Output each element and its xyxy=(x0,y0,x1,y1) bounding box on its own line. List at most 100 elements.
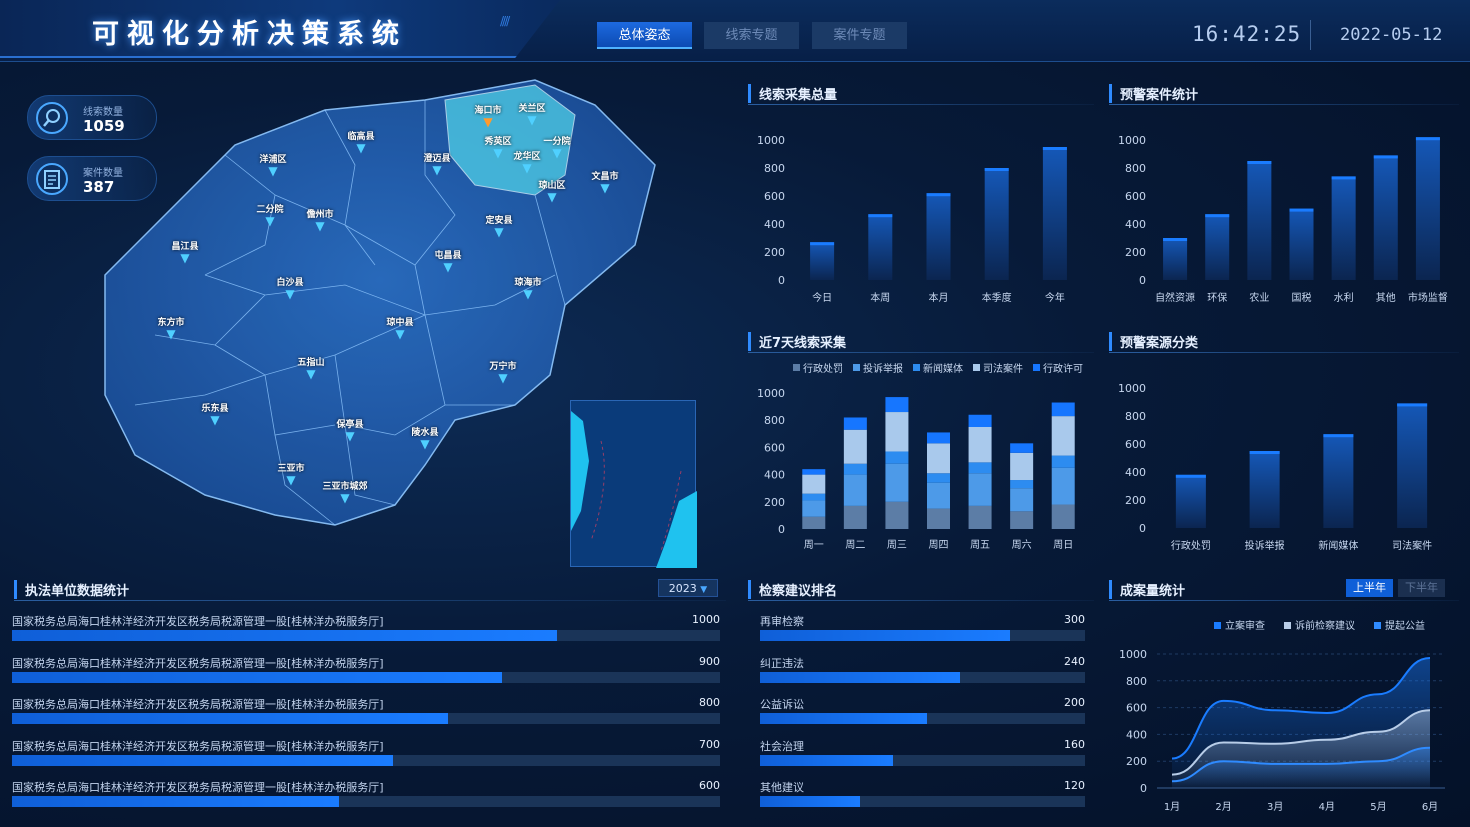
x-tick-label: 本周 xyxy=(870,291,890,304)
bar xyxy=(1373,155,1398,280)
bar-cap xyxy=(1373,155,1398,159)
map-marker[interactable]: 定安县 ▼ xyxy=(459,213,539,238)
bar-cap xyxy=(1042,147,1067,150)
map-marker[interactable]: 保亭县 ▼ xyxy=(310,417,390,442)
legend-swatch xyxy=(1214,622,1221,629)
x-tick-label: 水利 xyxy=(1334,292,1354,304)
panel-title-enforcement: 执法单位数据统计 xyxy=(14,580,129,599)
map-marker[interactable]: 儋州市 ▼ xyxy=(280,207,360,232)
x-tick-label: 周二 xyxy=(845,539,865,551)
map-marker[interactable]: 琼海市 ▼ xyxy=(488,275,568,300)
y-tick-label: 200 xyxy=(1125,246,1146,259)
map-marker[interactable]: 洋浦区 ▼ xyxy=(233,152,313,177)
rank-value: 900 xyxy=(699,654,720,668)
stacked-bar-segment xyxy=(927,432,950,444)
stacked-bar-segment xyxy=(968,505,992,529)
sansha-inset xyxy=(570,400,697,568)
map-marker[interactable]: 关兰区 ▼ xyxy=(492,101,572,126)
legend-swatch xyxy=(793,364,800,371)
stacked-bar-segment xyxy=(1051,455,1075,468)
map-marker-label: 屯昌县 xyxy=(434,251,462,261)
rank-value: 700 xyxy=(699,737,720,751)
progress-fill xyxy=(12,671,503,683)
map-marker[interactable]: 三亚市城郊 ▼ xyxy=(305,479,385,504)
tab-overview[interactable]: 总体姿态 xyxy=(597,22,692,49)
location-pin-icon: ▼ xyxy=(527,113,537,127)
rank-value: 240 xyxy=(1064,654,1085,668)
stacked-bar-segment xyxy=(1051,467,1075,505)
map-marker[interactable]: 琼山区 ▼ xyxy=(512,178,592,203)
bar-cap xyxy=(1163,238,1188,241)
year-select[interactable]: 2023 ▼ xyxy=(658,579,718,597)
map xyxy=(104,79,656,526)
map-region-haikou xyxy=(444,84,576,196)
bar xyxy=(1249,451,1280,528)
rank-label: 国家税务总局海口桂林洋经济开发区税务局税源管理一股[桂林洋办税服务厅] xyxy=(12,698,384,711)
y-tick-label: 800 xyxy=(1125,410,1146,423)
x-tick-label: 6月 xyxy=(1422,801,1438,813)
bar-cap xyxy=(926,193,951,197)
rank-value: 160 xyxy=(1064,737,1085,751)
progress-track xyxy=(760,671,1085,683)
y-tick-label: 200 xyxy=(1126,755,1147,768)
stacked-bar-segment xyxy=(885,463,909,502)
series-line xyxy=(1171,657,1431,760)
map-marker-label: 三亚市城郊 xyxy=(322,482,368,492)
map-marker[interactable]: 屯昌县 ▼ xyxy=(408,248,488,273)
stacked-bar-segment xyxy=(843,463,867,475)
map-marker[interactable]: 东方市 ▼ xyxy=(131,315,211,340)
y-tick-label: 1000 xyxy=(757,134,785,147)
stat-case-count: 案件数量 387 xyxy=(27,156,157,201)
map-marker[interactable]: 五指山 ▼ xyxy=(271,355,351,380)
y-tick-label: 0 xyxy=(1139,274,1146,287)
stacked-bar-segment xyxy=(802,469,826,475)
x-tick-label: 新闻媒体 xyxy=(1318,539,1358,552)
map-marker[interactable]: 陵水县 ▼ xyxy=(385,425,465,450)
map-marker[interactable]: 琼中县 ▼ xyxy=(360,315,440,340)
map-marker[interactable]: 文昌市 ▼ xyxy=(565,169,645,194)
first-half-button[interactable]: 上半年 xyxy=(1346,579,1393,597)
map-marker[interactable]: 白沙县 ▼ xyxy=(250,275,330,300)
stacked-bar-segment xyxy=(843,474,867,506)
progress-track xyxy=(12,630,720,641)
map-marker-label: 琼中县 xyxy=(386,318,414,328)
map-marker[interactable]: 昌江县 ▼ xyxy=(145,239,225,264)
y-tick-label: 1000 xyxy=(1118,382,1146,395)
y-tick-label: 200 xyxy=(764,246,785,259)
bar-cap xyxy=(1331,176,1356,180)
stacked-bar-segment xyxy=(802,493,826,501)
bar xyxy=(1397,403,1428,528)
map-marker[interactable]: 临高县 ▼ xyxy=(321,129,401,154)
chevron-down-icon: ▼ xyxy=(700,585,708,595)
y-tick-label: 200 xyxy=(1125,494,1146,507)
progress-track xyxy=(760,630,1085,641)
progress-fill xyxy=(760,630,1010,641)
rank-label: 国家税务总局海口桂林洋经济开发区税务局税源管理一股[桂林洋办税服务厅] xyxy=(12,615,384,628)
map-marker[interactable]: 万宁市 ▼ xyxy=(463,359,543,384)
map-marker[interactable]: 龙华区 ▼ xyxy=(487,149,567,174)
y-tick-label: 600 xyxy=(1126,702,1147,715)
map-marker-label: 五指山 xyxy=(297,358,325,368)
tab-clues[interactable]: 线索专题 xyxy=(704,22,799,49)
map-marker[interactable]: 一分院 ▼ xyxy=(517,134,597,159)
map-marker[interactable]: 海口市 ▼ xyxy=(448,103,528,128)
stacked-bar-segment xyxy=(927,443,950,474)
map-marker-label: 一分院 xyxy=(543,137,571,147)
map-marker[interactable]: 二分院 ▼ xyxy=(230,202,310,227)
map-marker-label: 万宁市 xyxy=(489,362,517,372)
legend-swatch xyxy=(1033,364,1040,371)
progress-track xyxy=(12,754,720,766)
second-half-button[interactable]: 下半年 xyxy=(1398,579,1445,597)
bar xyxy=(1163,238,1188,280)
stacked-bar-segment xyxy=(1010,443,1034,453)
map-marker[interactable]: 澄迈县 ▼ xyxy=(397,151,477,176)
tab-cases[interactable]: 案件专题 xyxy=(812,22,907,49)
bar xyxy=(984,168,1009,280)
map-marker-label: 澄迈县 xyxy=(423,154,451,164)
map-marker[interactable]: 三亚市 ▼ xyxy=(251,461,331,486)
map-marker[interactable]: 乐东县 ▼ xyxy=(175,401,255,426)
y-tick-label: 800 xyxy=(764,162,785,175)
bar-cap xyxy=(984,168,1009,171)
map-marker[interactable]: 秀英区 ▼ xyxy=(458,134,538,159)
progress-fill xyxy=(760,713,927,724)
